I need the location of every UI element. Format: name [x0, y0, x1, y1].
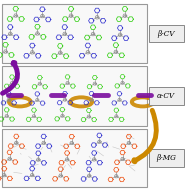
FancyBboxPatch shape	[2, 4, 147, 63]
FancyBboxPatch shape	[149, 149, 184, 167]
Text: α-CV: α-CV	[157, 92, 175, 100]
Text: β-CV: β-CV	[157, 29, 175, 38]
FancyBboxPatch shape	[2, 129, 147, 187]
FancyBboxPatch shape	[149, 87, 184, 105]
FancyBboxPatch shape	[2, 66, 147, 126]
Text: β-MG: β-MG	[156, 154, 176, 162]
FancyBboxPatch shape	[149, 25, 184, 42]
